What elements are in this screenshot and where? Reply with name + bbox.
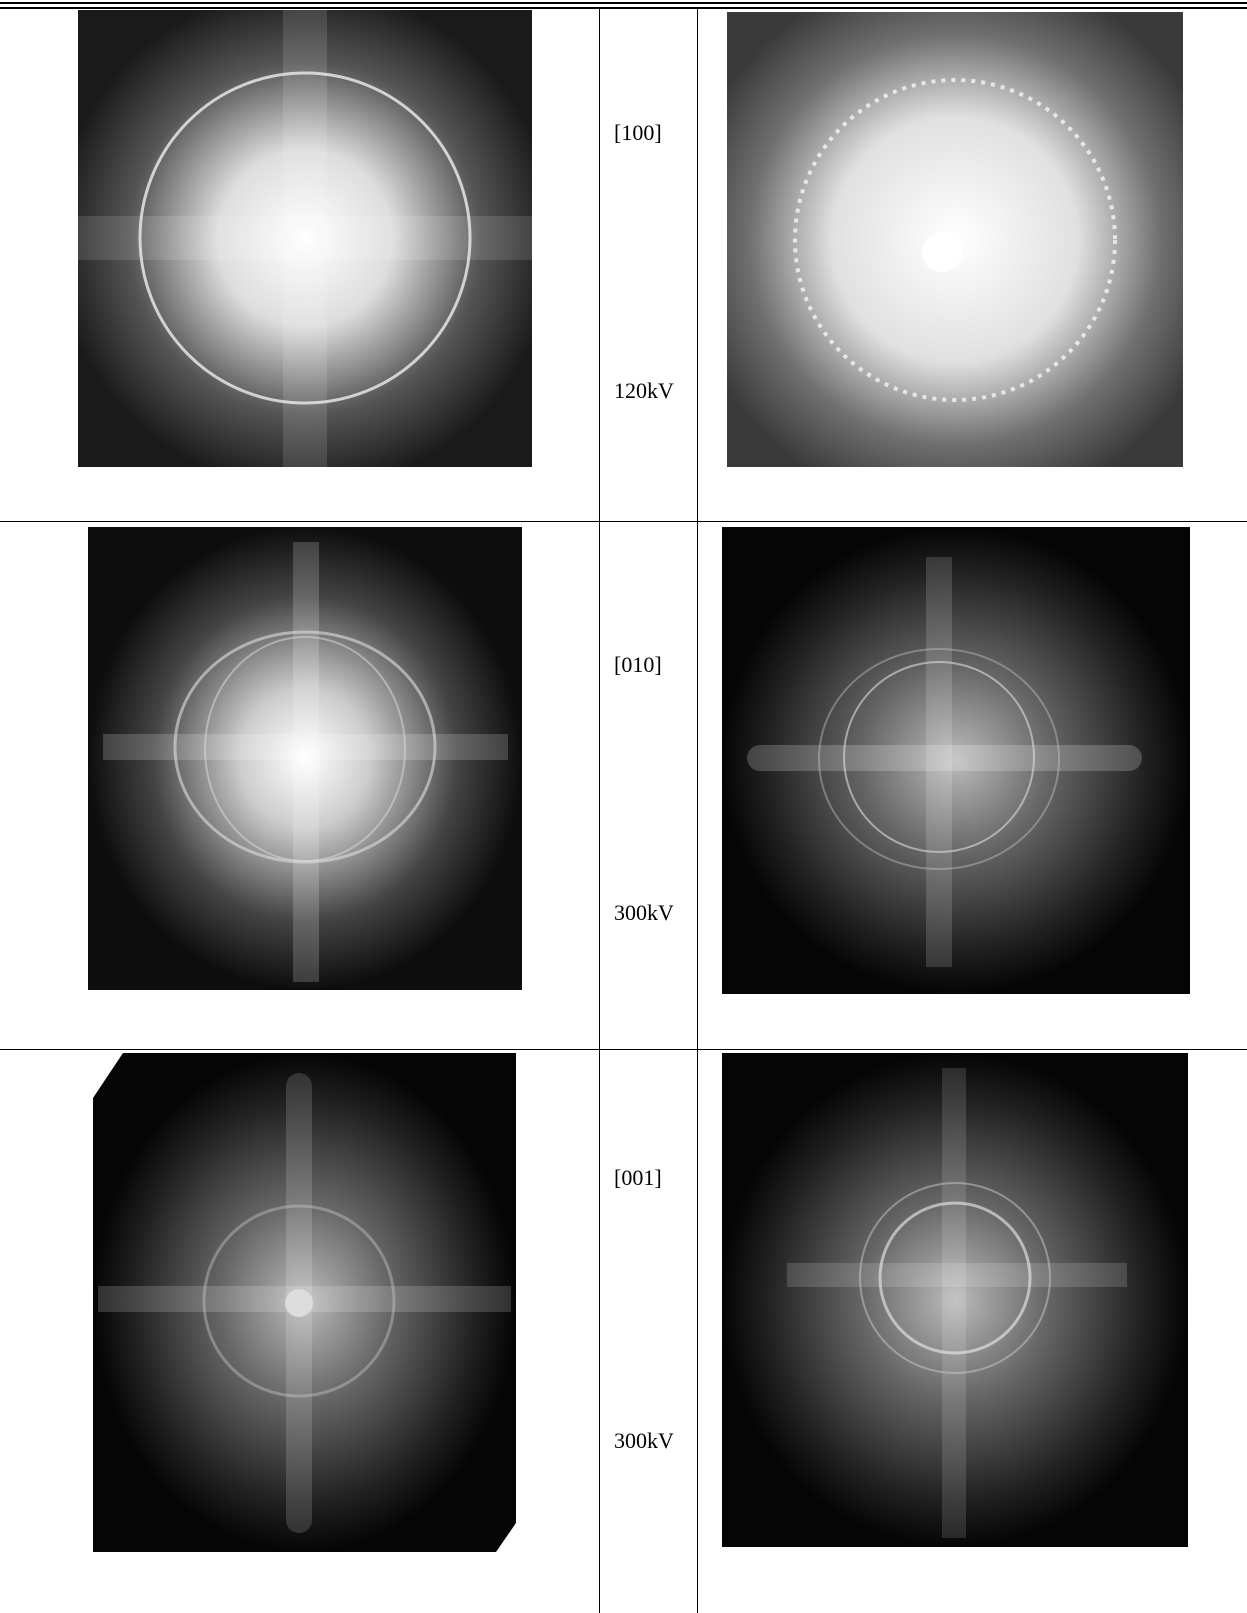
pattern-image	[88, 527, 522, 990]
pattern-image	[722, 527, 1190, 994]
voltage-label: 300kV	[614, 900, 674, 926]
pattern-image	[93, 1053, 516, 1552]
top-rule	[0, 7, 1247, 9]
column-rule	[697, 8, 698, 1613]
pattern-image	[78, 10, 532, 467]
voltage-label: 120kV	[614, 378, 674, 404]
page: [100] 120kV [010] 300kV [001] 300kV	[0, 0, 1247, 1613]
pattern-image	[722, 1053, 1188, 1547]
voltage-label: 300kV	[614, 1428, 674, 1454]
row-rule	[0, 521, 1247, 522]
top-rule	[0, 2, 1247, 4]
pattern-image	[727, 12, 1183, 467]
row-rule	[0, 1049, 1247, 1050]
direction-label: [100]	[614, 120, 662, 146]
direction-label: [010]	[614, 652, 662, 678]
column-rule	[599, 8, 600, 1613]
direction-label: [001]	[614, 1165, 662, 1191]
